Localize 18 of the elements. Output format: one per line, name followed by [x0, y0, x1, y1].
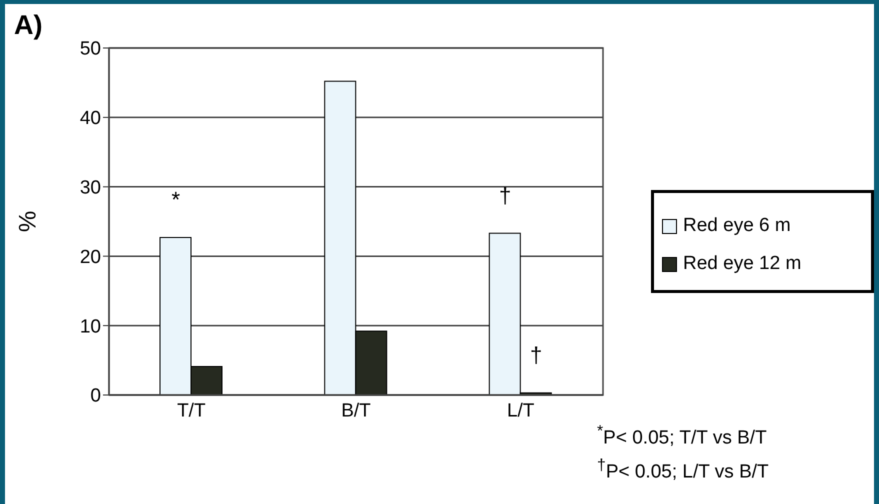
chart-title: A)	[14, 10, 42, 41]
y-tick-label: 20	[80, 246, 101, 268]
y-tick-label: 10	[80, 316, 101, 338]
x-tick-label: L/T	[506, 400, 535, 422]
y-tick-label: 50	[80, 38, 101, 60]
legend-label: Red eye 6 m	[683, 215, 791, 237]
annotation: †	[499, 182, 512, 208]
legend-label: Red eye 12 m	[683, 253, 802, 275]
y-tick-label: 40	[80, 108, 101, 130]
text: $^{†}$P< 0.05; L/T vs B/T	[597, 456, 769, 485]
annotation: †	[530, 342, 542, 368]
text: $^{*}$P< 0.05; T/T vs B/T	[597, 422, 768, 450]
annotation: *	[172, 186, 181, 212]
y-tick-label: 0	[90, 386, 101, 407]
x-tick-label: B/T	[341, 400, 372, 422]
y-tick-label: 30	[80, 178, 101, 199]
y-axis-title: %	[14, 210, 42, 232]
x-tick-label: T/T	[177, 400, 206, 422]
